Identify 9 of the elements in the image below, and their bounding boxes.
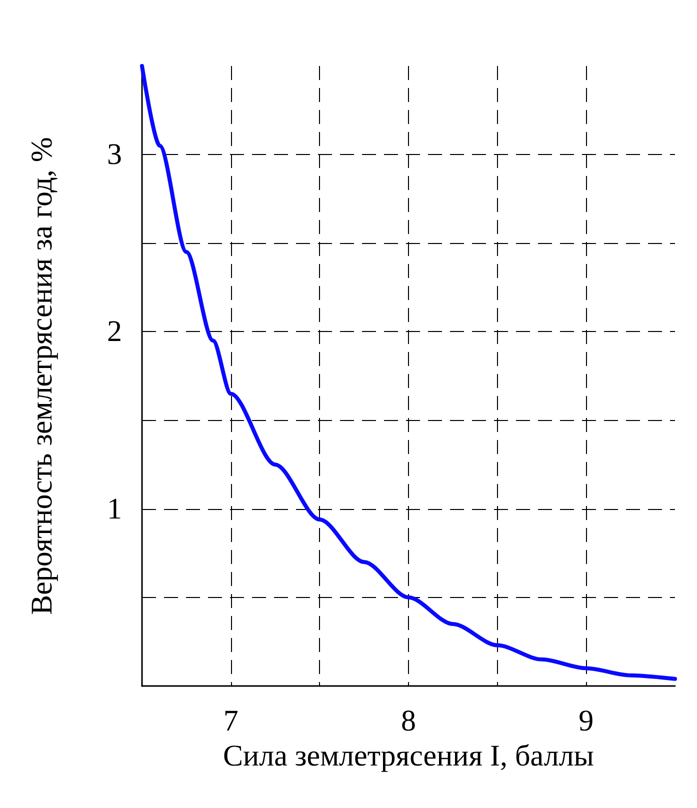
y-tick-label: 2 [107, 315, 122, 348]
x-tick-label: 8 [401, 704, 416, 738]
x-axis-title: Сила землетрясения I, баллы [223, 740, 594, 772]
y-tick-label: 1 [107, 492, 122, 526]
x-tick-label: 9 [578, 704, 594, 738]
y-axis-title: Вероятность землетрясения за год, % [26, 137, 58, 615]
x-tick-label: 7 [223, 704, 238, 738]
line-series [140, 64, 677, 681]
y-tick-label: 3 [107, 138, 122, 172]
